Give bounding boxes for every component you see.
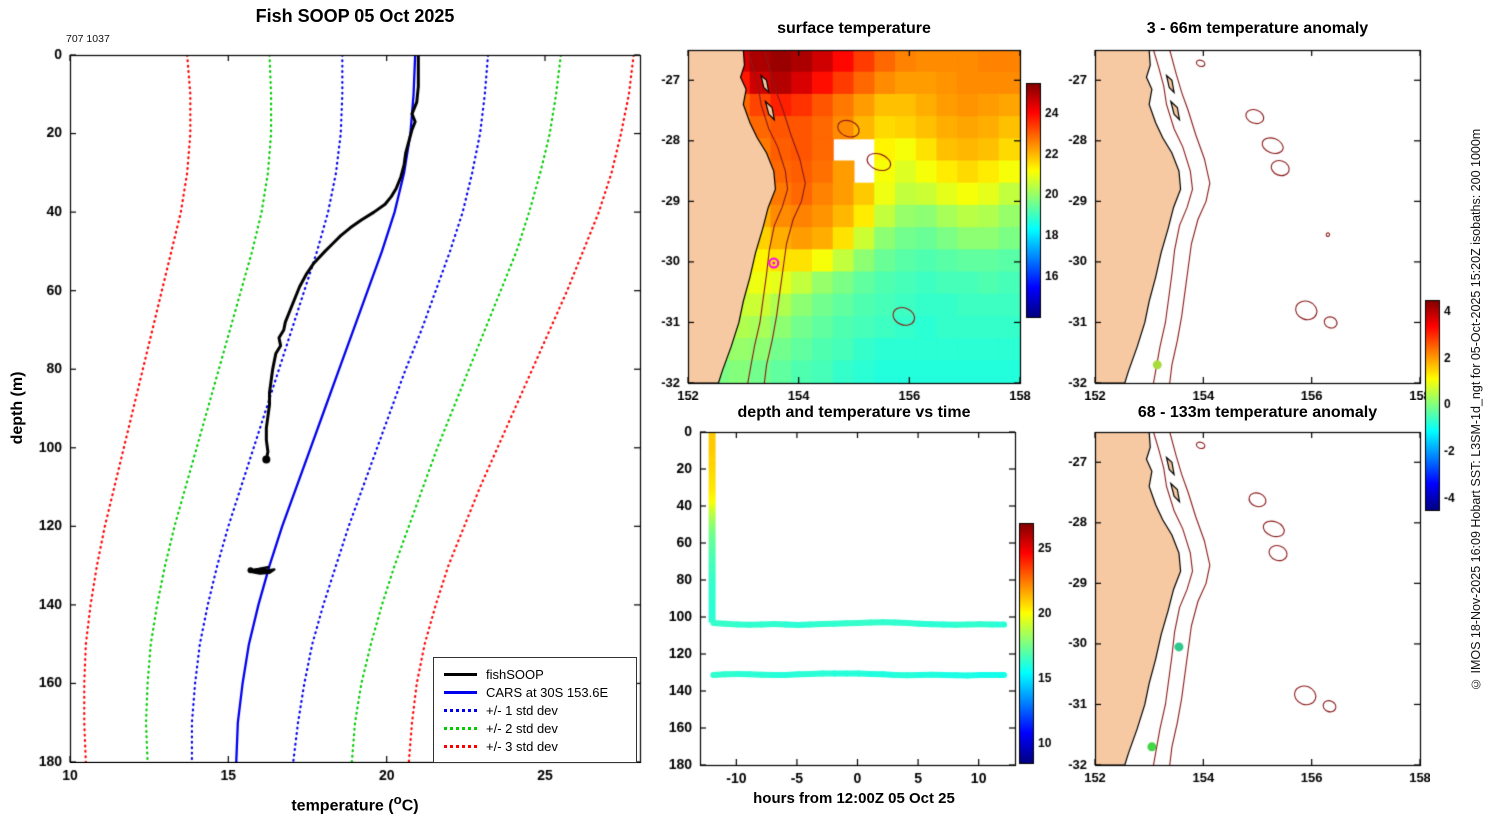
legend-dotted-line-sample [444, 726, 477, 730]
depth-time-plot-canvas [640, 400, 1060, 820]
depth-time-xlabel: hours from 12:00Z 05 Oct 25 [753, 790, 955, 807]
depth-time-title: depth and temperature vs time [737, 404, 971, 421]
legend-label: fishSOOP [486, 666, 544, 682]
surface-temperature-map-canvas [640, 0, 1060, 400]
profile-xlabel: temperature (oC) [70, 792, 640, 815]
legend-label: +/- 2 std dev [486, 720, 558, 736]
lower-anomaly-title: 68 - 133m temperature anomaly [1137, 404, 1378, 421]
legend-solid-line-sample [444, 690, 477, 694]
legend-item: CARS at 30S 153.6E [444, 684, 626, 700]
sst-map-title: surface temperature [777, 20, 931, 37]
anomaly-colorbar-canvas [1422, 293, 1492, 517]
legend-item: fishSOOP [444, 666, 626, 682]
lower-anomaly-map-canvas [1060, 400, 1430, 820]
legend-item: +/- 2 std dev [444, 720, 626, 736]
profile-annotation: 707 1037 [66, 33, 110, 45]
legend-solid-line-sample [444, 672, 477, 676]
xlabel-superscript: o [393, 792, 402, 807]
legend-label: CARS at 30S 153.6E [486, 684, 609, 700]
legend-label: +/- 3 std dev [486, 738, 558, 754]
upper-anomaly-map-canvas [1060, 0, 1430, 400]
legend-dotted-line-sample [444, 744, 477, 748]
profile-ylabel: depth (m) [9, 371, 26, 445]
copyright-text: © IMOS 18-Nov-2025 16:09 Hobart SST: L3S… [1469, 128, 1483, 692]
legend-dotted-line-sample [444, 708, 477, 712]
legend-item: +/- 1 std dev [444, 702, 626, 718]
legend-label: +/- 1 std dev [486, 702, 558, 718]
upper-anomaly-title: 3 - 66m temperature anomaly [1146, 20, 1369, 37]
legend-item: +/- 3 std dev [444, 738, 626, 754]
xlabel-text: temperature ( [291, 797, 394, 815]
profile-title: Fish SOOP 05 Oct 2025 [255, 6, 455, 26]
xlabel-text-2: C) [401, 797, 419, 815]
profile-legend: fishSOOP CARS at 30S 153.6E +/- 1 std dev +… [433, 657, 637, 763]
